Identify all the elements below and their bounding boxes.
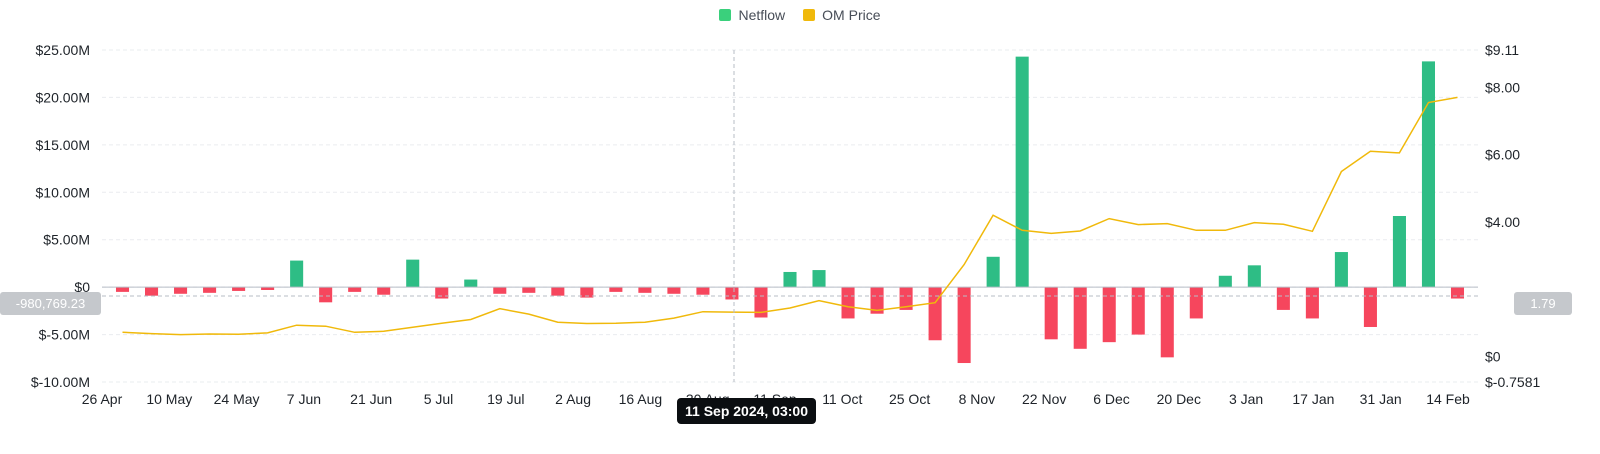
right-tick-label: $-0.7581 (1485, 374, 1540, 390)
grid-lines (102, 49, 1478, 383)
x-tick-label: 31 Jan (1360, 391, 1402, 407)
x-tick-label: 7 Jun (287, 391, 321, 407)
netflow-bar (1189, 287, 1203, 319)
netflow-bar (1247, 265, 1261, 288)
x-tick-label: 16 Aug (619, 391, 663, 407)
netflow-bar (899, 287, 913, 310)
netflow-bar (957, 287, 971, 364)
x-tick-label: 11 Oct (822, 391, 862, 407)
left-tick-label: $5.00M (43, 232, 90, 248)
om-price-swatch (803, 9, 816, 21)
x-tick-label: 25 Oct (889, 391, 930, 407)
x-tick-label: 19 Jul (487, 391, 524, 407)
left-tick-label: $20.00M (36, 89, 90, 105)
netflow-bar (319, 287, 333, 303)
netflow-bar (174, 287, 188, 294)
netflow-bar (1015, 56, 1029, 288)
netflow-bar (696, 287, 710, 295)
netflow-bar (1421, 61, 1435, 288)
right-tick-label: $4.00 (1485, 214, 1520, 230)
netflow-bar (1160, 287, 1174, 358)
netflow-bar (1450, 287, 1465, 299)
netflow-bar (667, 287, 681, 294)
netflow-bar (406, 259, 420, 288)
x-tick-label: 5 Jul (424, 391, 454, 407)
left-axis-ticks: $25.00M $20.00M $15.00M $10.00M $5.00M $0 $-5.… (31, 42, 90, 390)
left-tick-label: $10.00M (36, 184, 90, 200)
left-tick-label: $-10.00M (31, 374, 90, 390)
right-tick-label: $9.11 (1485, 42, 1519, 58)
x-tick-label: 2 Aug (555, 391, 591, 407)
netflow-bar (812, 270, 826, 288)
crosshair-right-value: 1.79 (1514, 292, 1572, 315)
x-tick-label: 21 Jun (350, 391, 392, 407)
netflow-bar (522, 287, 536, 293)
right-tick-label: $8.00 (1485, 79, 1520, 95)
x-tick-label: 14 Feb (1426, 391, 1470, 407)
legend-item-om-price[interactable]: OM Price (803, 7, 881, 23)
left-tick-label: $0 (74, 279, 90, 295)
legend-item-netflow[interactable]: Netflow (719, 7, 785, 23)
netflow-bar (1363, 287, 1377, 327)
netflow-bar (1131, 287, 1145, 335)
netflow-bar (754, 287, 768, 318)
netflow-bar (551, 287, 565, 296)
netflow-bar (928, 287, 942, 341)
netflow-bar (115, 287, 130, 292)
x-tick-label: 3 Jan (1229, 391, 1263, 407)
netflow-bar (290, 260, 304, 288)
x-tick-label: 10 May (146, 391, 192, 407)
right-tick-label: $6.00 (1485, 147, 1520, 163)
netflow-bar (870, 287, 884, 314)
netflow-bar (377, 287, 391, 295)
crosshair-time-label: 11 Sep 2024, 03:00 (677, 398, 816, 424)
netflow-bar (203, 287, 217, 293)
netflow-bar (1305, 287, 1319, 319)
right-axis-ticks: $9.11 $8.00 $6.00 $4.00 $0 $-0.7581 (1485, 42, 1540, 390)
netflow-bar (580, 287, 594, 298)
chart-legend: Netflow OM Price (0, 7, 1600, 23)
netflow-bar (435, 287, 449, 299)
netflow-bar (348, 287, 362, 292)
netflow-bar (783, 271, 797, 288)
netflow-bar (145, 287, 159, 296)
netflow-bar (638, 287, 652, 293)
legend-label-om-price: OM Price (822, 7, 881, 23)
om-price-line (122, 96, 1458, 336)
price-line (122, 96, 1458, 336)
netflow-bar (609, 287, 623, 292)
x-tick-label: 24 May (214, 391, 260, 407)
x-tick-label: 22 Nov (1022, 391, 1066, 407)
netflow-bar (232, 287, 246, 291)
netflow-swatch (719, 9, 732, 21)
netflow-bar (1334, 252, 1348, 288)
left-tick-label: $25.00M (36, 42, 90, 58)
netflow-bar (1044, 287, 1058, 340)
netflow-bar (464, 279, 478, 288)
netflow-bar (1276, 287, 1290, 310)
left-tick-label: $-5.00M (39, 327, 90, 343)
left-tick-label: $15.00M (36, 137, 90, 153)
netflow-bar (1073, 287, 1087, 349)
netflow-bar (1392, 216, 1406, 288)
x-tick-label: 17 Jan (1292, 391, 1334, 407)
netflow-bar (1102, 287, 1116, 343)
crosshair (102, 50, 1478, 382)
netflow-bar (725, 287, 739, 300)
x-tick-label: 20 Dec (1157, 391, 1201, 407)
x-tick-label: 6 Dec (1093, 391, 1130, 407)
netflow-bar (493, 287, 507, 294)
crosshair-left-value: -980,769.23 (0, 292, 101, 315)
netflow-bar (986, 256, 1000, 288)
netflow-bar (1218, 275, 1232, 288)
netflow-bar (841, 287, 855, 319)
right-tick-label: $0 (1485, 348, 1501, 364)
netflow-bar (261, 287, 275, 290)
x-tick-label: 8 Nov (959, 391, 996, 407)
netflow-bars (115, 56, 1465, 364)
legend-label-netflow: Netflow (738, 7, 786, 23)
x-tick-label: 26 Apr (82, 391, 123, 407)
